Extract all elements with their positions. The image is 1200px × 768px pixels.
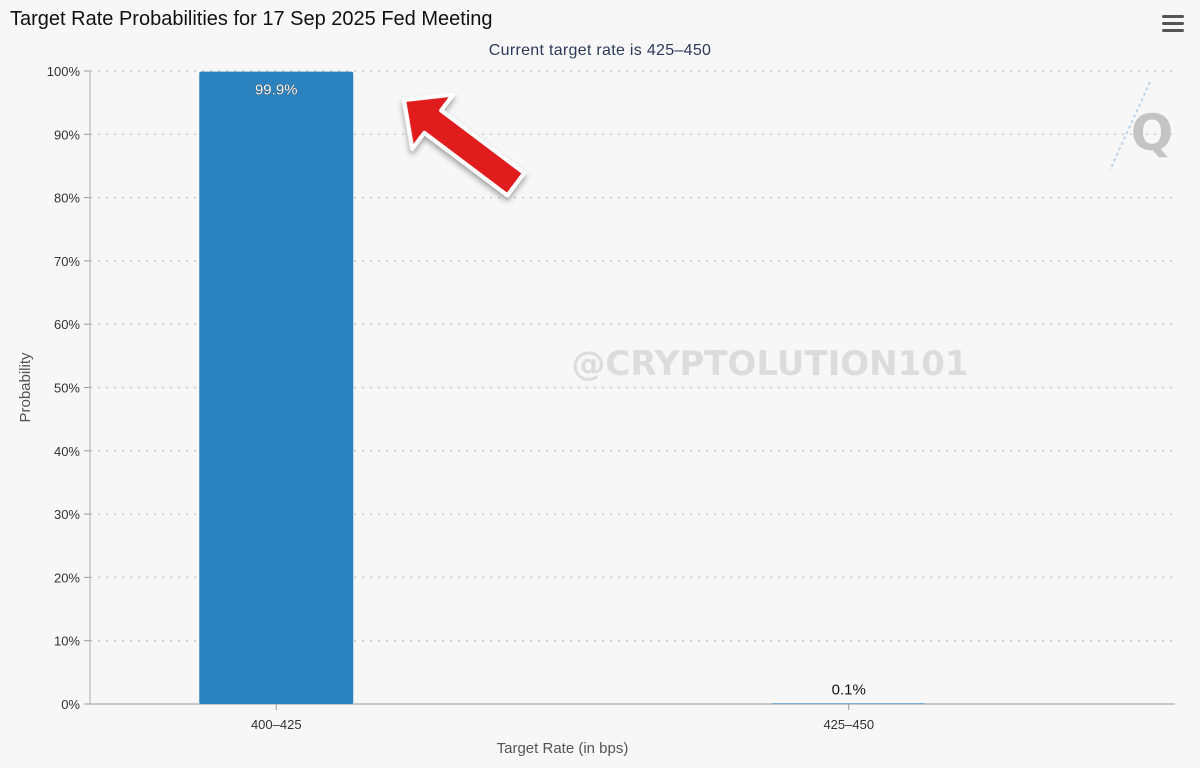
hamburger-menu-icon <box>1162 29 1184 32</box>
y-tick-label: 40% <box>54 444 80 459</box>
x-tick-label: 425–450 <box>823 717 874 732</box>
watermark-text: @CRYPTOLUTION101 <box>571 344 968 384</box>
red-arrow-icon <box>402 92 527 198</box>
menu-button[interactable] <box>1162 15 1184 35</box>
y-tick-label: 70% <box>54 254 80 269</box>
bar-0 <box>199 71 354 705</box>
axes: 0% 10% 20% 30% 40% 50% 60% 70% 80% 90% 100% 400–425… <box>17 64 1175 757</box>
data-labels: 99.9% 0.1% <box>255 81 866 698</box>
bar-1 <box>771 703 926 704</box>
y-tick-label: 30% <box>54 507 80 522</box>
y-tick-label: 10% <box>54 634 80 649</box>
y-tick-label: 100% <box>47 64 81 79</box>
bars <box>199 71 926 705</box>
x-tick-label: 400–425 <box>251 717 302 732</box>
logo-letter: Q <box>1131 104 1174 162</box>
chart-title: Target Rate Probabilities for 17 Sep 202… <box>10 8 493 30</box>
hamburger-menu-icon <box>1162 15 1184 18</box>
chart-subtitle: Current target rate is 425–450 <box>488 42 712 59</box>
arrow-annotation <box>402 92 527 198</box>
logo-mark: Q <box>1109 81 1174 171</box>
x-axis-title: Target Rate (in bps) <box>497 740 629 757</box>
y-tick-label: 60% <box>54 317 80 332</box>
data-label-1: 0.1% <box>832 681 866 698</box>
grid-lines <box>90 70 1175 642</box>
y-tick-label: 50% <box>54 381 80 396</box>
y-tick-label: 0% <box>61 697 80 712</box>
red-arrow-shape <box>402 92 527 198</box>
y-tick-label: 20% <box>54 570 80 585</box>
data-label-0: 99.9% <box>255 82 298 99</box>
y-tick-label: 80% <box>54 191 80 206</box>
hamburger-menu-icon <box>1162 22 1184 25</box>
y-tick-label: 90% <box>54 127 80 142</box>
y-axis-title: Probability <box>17 352 34 423</box>
